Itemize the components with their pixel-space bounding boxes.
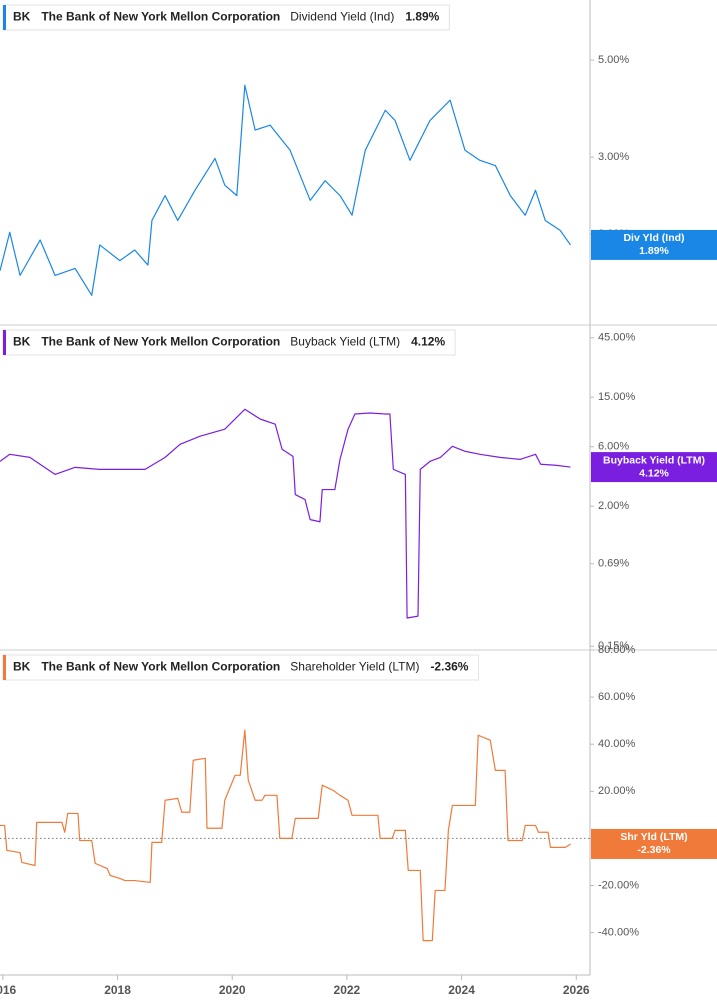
- ticker: BK: [13, 10, 31, 24]
- data-line: [0, 729, 571, 942]
- ticker: BK: [13, 660, 31, 674]
- x-tick-label: 2018: [104, 983, 131, 997]
- y-tick-label: 20.00%: [598, 785, 636, 797]
- ticker: BK: [13, 335, 31, 349]
- y-tick-label: 40.00%: [598, 738, 636, 750]
- y-tick-label: -20.00%: [598, 879, 639, 891]
- y-tick-label: 15.00%: [598, 391, 636, 403]
- data-line: [0, 408, 571, 619]
- legend-color-bar: [3, 5, 6, 30]
- company-name: The Bank of New York Mellon Corporation: [41, 10, 280, 24]
- legend-box: [2, 654, 479, 681]
- legend-color-bar: [3, 655, 6, 680]
- company-name: The Bank of New York Mellon Corporation: [41, 660, 280, 674]
- y-tick-label: 6.00%: [598, 441, 629, 453]
- y-tick-label: 5.00%: [598, 54, 629, 66]
- y-tick-label: 2.00%: [598, 500, 629, 512]
- last-value-tag-value: -2.36%: [637, 844, 671, 856]
- metric-value: -2.36%: [430, 660, 468, 674]
- x-tick-label: 2016: [0, 983, 17, 997]
- metric-value: 1.89%: [405, 10, 439, 24]
- y-tick-label: 0.15%: [598, 640, 629, 652]
- x-tick-label: 2022: [334, 983, 361, 997]
- y-tick-label: 60.00%: [598, 691, 636, 703]
- metric-value: 4.12%: [411, 335, 445, 349]
- last-value-tag-name: Div Yld (Ind): [623, 232, 684, 244]
- y-tick-label: 45.00%: [598, 332, 636, 344]
- legend-box: [2, 4, 450, 31]
- y-tick-label: 0.69%: [598, 558, 629, 570]
- last-value-tag-value: 4.12%: [639, 467, 669, 479]
- y-tick-label: 3.00%: [598, 151, 629, 163]
- last-value-tag-name: Shr Yld (LTM): [620, 831, 687, 843]
- y-tick-label: 80.00%: [598, 644, 636, 656]
- metric-name: Shareholder Yield (LTM): [290, 660, 419, 674]
- last-value-tag: [591, 229, 717, 260]
- data-line: [0, 84, 571, 296]
- company-name: The Bank of New York Mellon Corporation: [41, 335, 280, 349]
- metric-name: Buyback Yield (LTM): [290, 335, 400, 349]
- last-value-tag: [591, 828, 717, 859]
- x-tick-label: 2020: [219, 983, 246, 997]
- x-tick-label: 2026: [563, 983, 590, 997]
- metric-name: Dividend Yield (Ind): [290, 10, 394, 24]
- last-value-tag: [591, 452, 717, 483]
- legend-color-bar: [3, 330, 6, 355]
- legend-box: [2, 329, 456, 356]
- x-tick-label: 2024: [448, 983, 475, 997]
- last-value-tag-name: Buyback Yield (LTM): [603, 454, 705, 466]
- last-value-tag-value: 1.89%: [639, 245, 669, 257]
- y-tick-label: -40.00%: [598, 927, 639, 939]
